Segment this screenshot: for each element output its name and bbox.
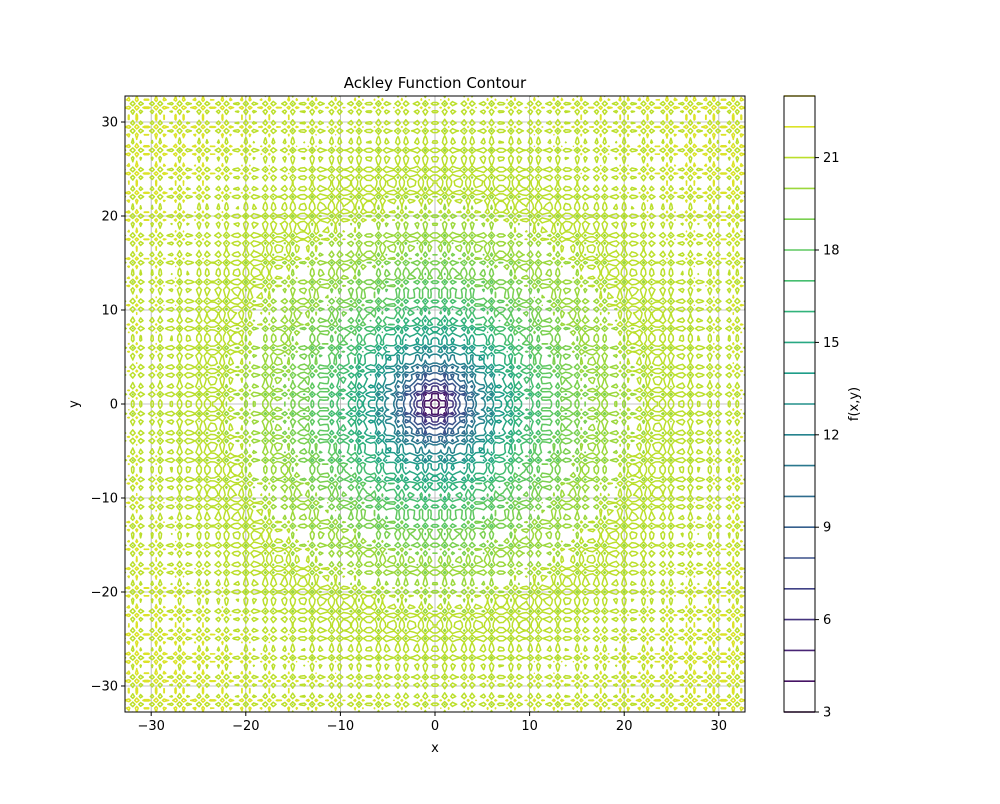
y-tick-label: 30: [101, 116, 118, 131]
grid: [125, 96, 745, 712]
contour-level-8: [404, 373, 466, 435]
colorbar-frame: [783, 95, 816, 713]
contour-level-4: [423, 392, 447, 416]
colorbar-tick-label: 21: [823, 151, 840, 166]
colorbar-tick-label: 18: [823, 244, 840, 259]
x-axis-ticks: −30 −20 −10 0 10 20 30: [137, 712, 727, 734]
colorbar-tick-label: 6: [823, 613, 831, 628]
colorbar-label: f(x,y): [847, 387, 862, 421]
x-tick-label: −10: [327, 719, 354, 734]
x-tick-label: 0: [431, 719, 439, 734]
contour-level-19: [244, 214, 626, 594]
contour-level-7: [413, 382, 457, 426]
colorbar-tick-label: 15: [823, 336, 840, 351]
contour-level-18: [291, 261, 579, 547]
contour-level-20: [131, 102, 739, 706]
y-tick-label: 10: [101, 304, 118, 319]
contour-level-6: [415, 384, 455, 424]
x-tick-label: −30: [137, 719, 164, 734]
contour-level-13: [374, 344, 496, 464]
colorbar-tick-label: 3: [823, 706, 831, 721]
colorbar: 3 6 9 12 15 18 21: [783, 95, 840, 721]
contour-level-15: [349, 319, 521, 489]
y-tick-label: −10: [91, 491, 118, 506]
y-tick-label: −30: [91, 679, 118, 694]
colorbar-tick-label: 12: [823, 428, 840, 443]
contour-level-14: [357, 327, 513, 481]
contour-level-10: [394, 364, 476, 444]
x-tick-label: 30: [711, 719, 728, 734]
colorbar-tick-label: 9: [823, 521, 831, 536]
contour-lines: [125, 96, 745, 712]
x-tick-label: 10: [521, 719, 538, 734]
contour-level-21: [125, 96, 745, 712]
x-tick-label: 20: [616, 719, 633, 734]
contour-level-3: [430, 399, 440, 409]
contour-level-16: [330, 300, 540, 508]
x-tick-label: −20: [232, 719, 259, 734]
contour-level-17: [311, 280, 559, 528]
contour-level-12: [376, 346, 494, 462]
y-tick-label: 0: [110, 398, 118, 413]
contour-level-22: [125, 96, 745, 712]
contour-level-5: [421, 391, 449, 417]
y-tick-label: 20: [101, 210, 118, 225]
contour-level-9: [397, 366, 473, 442]
y-axis-label: y: [67, 400, 82, 408]
y-tick-label: −20: [91, 585, 118, 600]
y-axis-ticks: −30 −20 −10 0 10 20 30: [91, 116, 125, 694]
x-axis-label: x: [431, 741, 439, 756]
chart-title: Ackley Function Contour: [344, 74, 527, 92]
contour-level-11: [390, 359, 480, 449]
